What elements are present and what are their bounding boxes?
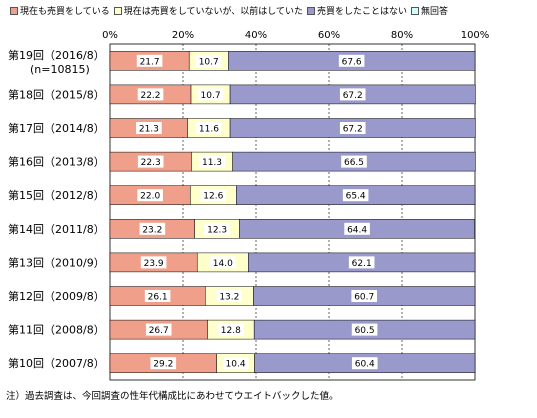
data-label-bg [139,222,166,235]
data-label: 22.2 [140,91,160,101]
category-sublabel: (n=10815) [30,63,90,76]
data-label: 21.3 [139,125,159,135]
data-label: 64.4 [347,225,367,235]
data-label: 10.4 [226,360,246,370]
category-label: 第17回（2014/8） [8,121,105,135]
data-label-bg [136,122,162,134]
data-label: 60.5 [355,326,375,336]
data-label-bg [144,290,171,302]
legend-swatch [113,6,122,15]
legend-item: 売買をしたことはない [307,4,407,17]
data-label-bg [216,290,243,302]
legend-label: 現在は売買をしていないが、以前はしていた [123,7,304,17]
data-label: 10.7 [199,57,219,67]
legend-item: 現在は売買をしていないが、以前はしていた [113,4,304,17]
legend-swatch [307,6,316,15]
data-label-bg [204,222,230,235]
data-label-bg [140,256,167,269]
legend-swatch [411,6,420,15]
data-label: 10.7 [201,91,221,101]
data-label: 67.6 [342,57,362,67]
data-label: 12.6 [203,192,223,202]
data-label-bg [195,54,222,67]
data-label: 60.7 [354,293,374,303]
data-label: 11.3 [202,158,222,168]
chart-legend: 現在も売買をしている 現在は売買をしていないが、以前はしていた 売買をしたことはない… [10,4,448,17]
data-label: 67.2 [343,91,363,101]
data-label-bg [218,323,244,336]
category-label: 第14回（2011/8） [8,222,105,236]
category-label: 第11回（2008/8） [8,323,105,337]
data-label-bg [199,155,225,168]
data-label-bg [196,122,222,134]
data-label: 22.0 [140,192,160,202]
data-label-bg [209,256,236,269]
x-tick-label: 80% [391,30,413,41]
data-label: 11.6 [199,125,219,135]
legend-item: 現在も売買をしている [10,4,110,17]
data-label-bg [338,54,365,67]
category-label: 第15回（2012/8） [8,188,105,202]
legend-label: 売買をしたことはない [317,7,408,17]
data-label-bg [341,155,367,168]
data-label-bg [137,155,164,168]
data-label-bg [351,357,378,370]
data-label-bg [150,357,177,370]
plot-frame [109,43,476,381]
category-label: 第19回（2016/8） [8,48,105,62]
data-label: 22.3 [141,158,161,168]
data-label: 26.7 [149,326,169,336]
x-tick-label: 60% [318,30,340,41]
data-label-bg [344,222,370,235]
legend-label: 無回答 [421,7,449,17]
data-label-bg [136,54,163,67]
category-label: 第12回（2009/8） [8,289,105,303]
data-label: 66.5 [344,158,364,168]
category-label: 第13回（2010/9） [8,255,105,269]
x-tick-label: 100% [461,30,490,41]
data-label-bg [348,256,375,269]
data-label: 62.1 [352,259,372,269]
category-label: 第18回（2015/8） [8,87,105,101]
data-label: 12.8 [221,326,241,336]
data-label: 67.2 [343,125,363,135]
data-label-bg [339,88,366,101]
data-label-bg [137,88,164,101]
data-label-bg [339,122,366,134]
data-label: 14.0 [213,259,233,269]
data-label: 65.4 [346,192,366,202]
legend-item: 無回答 [411,4,448,17]
data-label-bg [351,323,378,336]
legend-swatch [10,6,18,15]
x-tick-label: 40% [245,30,267,41]
x-tick-label: 0% [102,30,118,41]
category-label: 第10回（2007/8） [8,356,105,370]
data-label-bg [351,290,378,302]
data-label-bg [145,323,172,336]
data-label: 29.2 [153,360,173,370]
data-label: 26.1 [148,293,168,303]
data-label: 23.2 [142,225,162,235]
data-label-bg [342,189,369,202]
x-tick-label: 20% [172,30,194,41]
legend-label: 現在も売買をしている [20,7,110,17]
data-label: 23.9 [144,259,164,269]
data-label-bg [137,189,163,202]
data-label: 12.3 [207,225,227,235]
data-label-bg [200,189,227,202]
footnote: 注）過去調査は、今回調査の性年代構成比にあわせてウエイトバックした値。 [6,391,339,402]
category-label: 第16回（2013/8） [8,155,105,169]
data-label: 13.2 [219,293,239,303]
data-label-bg [197,88,224,101]
data-label: 21.7 [140,57,160,67]
data-label: 60.4 [355,360,375,370]
data-label-bg [222,357,249,370]
